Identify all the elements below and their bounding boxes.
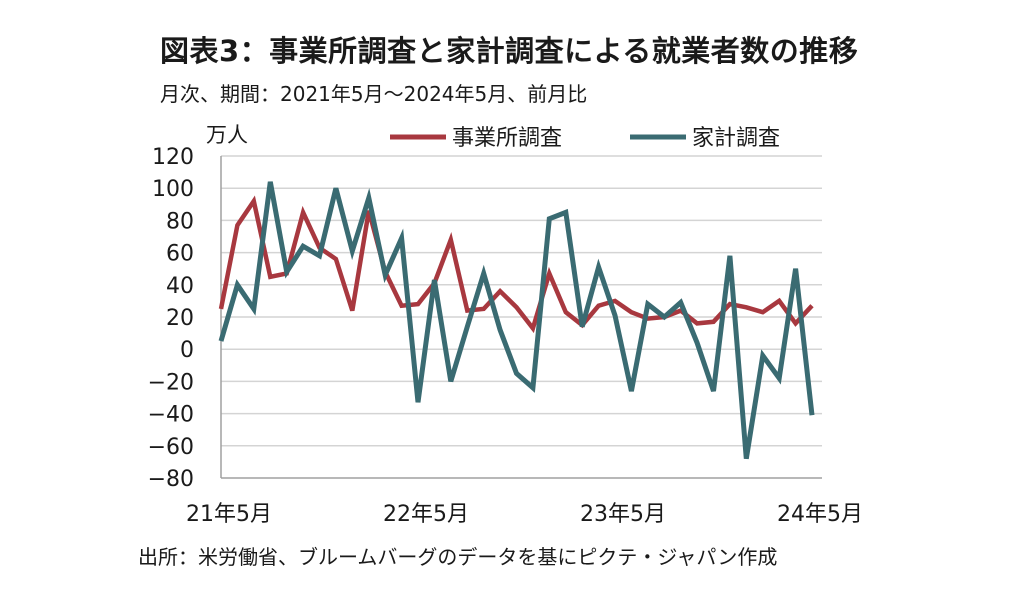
y-tick-label: −80: [148, 467, 194, 492]
x-tick-label: 21年5月: [186, 502, 272, 527]
x-tick-label: 22年5月: [383, 502, 469, 527]
legend-label: 家計調査: [692, 126, 780, 151]
chart-subtitle: 月次、期間：2021年5月～2024年5月、前月比: [160, 82, 588, 106]
source-note: 出所：米労働省、ブルームバーグのデータを基にピクテ・ジャパン作成: [138, 545, 778, 569]
y-tick-label: 80: [166, 209, 194, 234]
y-tick-label: −60: [148, 435, 194, 460]
y-tick-label: −40: [148, 403, 194, 428]
y-tick-label: 0: [180, 338, 194, 363]
y-axis-unit: 万人: [206, 123, 248, 147]
y-tick-label: 60: [166, 242, 194, 267]
y-tick-label: 40: [166, 274, 194, 299]
y-tick-label: 20: [166, 306, 194, 331]
x-tick-label: 24年5月: [777, 502, 863, 527]
y-tick-label: 100: [152, 177, 194, 202]
chart-title: 図表3：事業所調査と家計調査による就業者数の推移: [160, 34, 859, 68]
y-tick-label: 120: [152, 145, 194, 170]
series-line-household: [218, 181, 815, 460]
x-tick-label: 23年5月: [580, 502, 666, 527]
legend-label: 事業所調査: [452, 126, 562, 151]
y-tick-label: −20: [148, 370, 194, 395]
